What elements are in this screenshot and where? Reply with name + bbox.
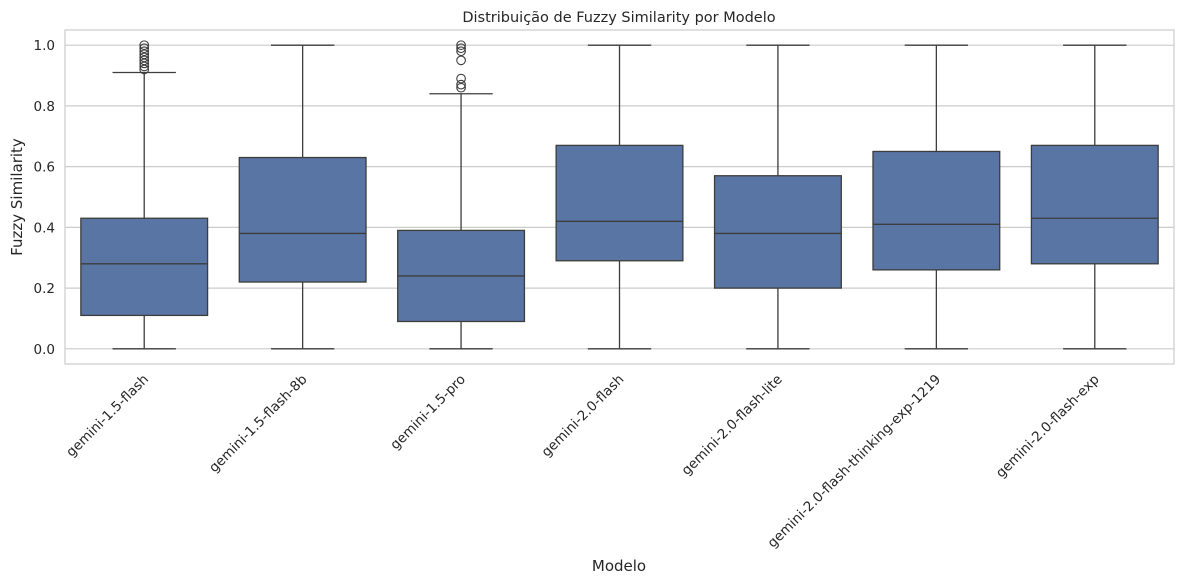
outlier-point xyxy=(139,43,150,54)
box-gemini-2.0-flash-exp xyxy=(1030,44,1159,350)
y-tick-label: 0.0 xyxy=(34,342,55,358)
outlier-point xyxy=(456,40,466,51)
iqr-box xyxy=(80,217,209,317)
boxes-group xyxy=(80,40,1159,350)
y-tick-label: 1.0 xyxy=(34,38,55,54)
box-gemini-2.0-flash-thinking-exp-1219 xyxy=(872,44,1001,350)
box-gemini-1.5-flash-8b xyxy=(238,44,367,350)
box-gemini-1.5-flash xyxy=(80,40,209,350)
x-tick-label: gemini-1.5-flash-8b xyxy=(206,372,310,476)
iqr-box xyxy=(1030,144,1159,265)
y-tick-label: 0.6 xyxy=(34,160,55,176)
outlier-point xyxy=(456,43,466,54)
box-gemini-2.0-flash xyxy=(555,44,684,350)
iqr-box xyxy=(872,150,1001,271)
outlier-point xyxy=(456,46,466,57)
x-tick-label: gemini-2.0-flash-thinking-exp-1219 xyxy=(765,372,945,552)
x-tick-label: gemini-2.0-flash xyxy=(538,372,627,461)
outlier-point xyxy=(139,40,150,51)
y-tick-labels: 0.0 0.2 0.4 0.6 0.8 1.0 xyxy=(34,38,55,358)
y-axis-label: Fuzzy Similarity xyxy=(8,138,26,256)
iqr-box xyxy=(238,156,367,283)
x-tick-label: gemini-2.0-flash-lite xyxy=(679,372,786,479)
outlier-point xyxy=(456,55,466,66)
x-tick-label: gemini-2.0-flash-exp xyxy=(993,372,1103,482)
x-tick-label: gemini-1.5-flash xyxy=(63,372,152,461)
plot-frame xyxy=(64,29,1175,365)
outlier-point xyxy=(456,79,466,90)
x-tick-label: gemini-1.5-pro xyxy=(387,372,469,454)
x-axis-label: Modelo xyxy=(592,557,646,575)
y-tick-label: 0.4 xyxy=(34,220,55,236)
box-gemini-2.0-flash-lite xyxy=(713,44,842,350)
outlier-point xyxy=(139,46,150,57)
iqr-box xyxy=(713,175,842,289)
outlier-point xyxy=(456,73,466,84)
iqr-box xyxy=(555,144,684,262)
y-tick-label: 0.8 xyxy=(34,99,55,115)
y-tick-label: 0.2 xyxy=(34,281,55,297)
box-gemini-1.5-pro xyxy=(397,40,526,350)
x-tick-labels: gemini-1.5-flash gemini-1.5-flash-8b gemin… xyxy=(63,372,1102,552)
chart-title: Distribuição de Fuzzy Similarity por Mod… xyxy=(462,10,775,26)
